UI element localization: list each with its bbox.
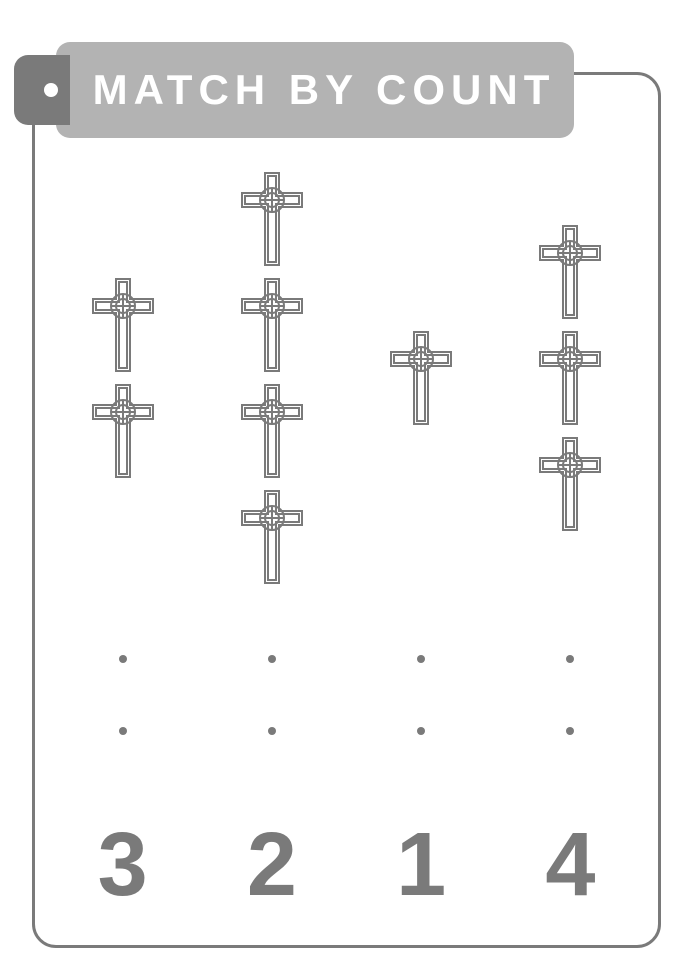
content-area: 3214	[48, 170, 645, 940]
columns-container: 3214	[48, 170, 645, 940]
cross-group	[83, 170, 163, 590]
cross-group	[381, 170, 461, 590]
number-cell: 4	[545, 800, 595, 930]
column: 1	[347, 170, 496, 940]
celtic-cross-icon	[83, 277, 163, 377]
matching-dot	[417, 655, 425, 663]
celtic-cross-icon	[530, 224, 610, 324]
number-cell: 1	[396, 800, 446, 930]
answer-number: 4	[545, 814, 595, 917]
matching-dot	[119, 727, 127, 735]
celtic-cross-icon	[381, 330, 461, 430]
number-cell: 2	[247, 800, 297, 930]
dot-group	[119, 590, 127, 800]
banner-tab	[14, 55, 70, 125]
celtic-cross-icon	[232, 277, 312, 377]
matching-dot	[417, 727, 425, 735]
celtic-cross-icon	[530, 330, 610, 430]
banner-body: MATCH BY COUNT	[56, 42, 574, 138]
matching-dot	[119, 655, 127, 663]
celtic-cross-icon	[530, 436, 610, 536]
celtic-cross-icon	[83, 383, 163, 483]
dot-group	[566, 590, 574, 800]
dot-group	[268, 590, 276, 800]
answer-number: 2	[247, 814, 297, 917]
cross-group	[530, 170, 610, 590]
worksheet-title: MATCH BY COUNT	[75, 66, 556, 114]
matching-dot	[268, 727, 276, 735]
column: 4	[496, 170, 645, 940]
answer-number: 1	[396, 814, 446, 917]
column: 2	[197, 170, 346, 940]
celtic-cross-icon	[232, 489, 312, 589]
answer-number: 3	[98, 814, 148, 917]
dot-group	[417, 590, 425, 800]
title-banner: MATCH BY COUNT	[14, 42, 574, 138]
number-cell: 3	[98, 800, 148, 930]
celtic-cross-icon	[232, 171, 312, 271]
matching-dot	[566, 727, 574, 735]
column: 3	[48, 170, 197, 940]
cross-group	[232, 170, 312, 590]
matching-dot	[268, 655, 276, 663]
matching-dot	[566, 655, 574, 663]
celtic-cross-icon	[232, 383, 312, 483]
